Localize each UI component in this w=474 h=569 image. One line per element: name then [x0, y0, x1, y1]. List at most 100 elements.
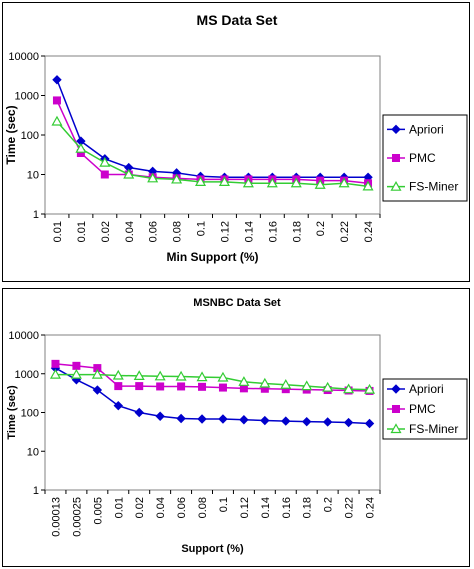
msnbc-series-fs-miner: [49, 368, 376, 394]
msnbc-data-point: [218, 383, 227, 392]
ms-data-point: [52, 75, 62, 85]
msnbc-data-point: [364, 383, 376, 394]
ms-plot-area: [44, 55, 381, 215]
ms-data-point: [362, 180, 374, 191]
ms-legend: Apriori PMC FS-Miner: [382, 114, 468, 202]
msnbc-x-tick-label: 0.08: [197, 497, 209, 518]
ms-series-fs-miner: [51, 115, 374, 191]
msnbc-x-axis-label: Support (%): [181, 543, 244, 555]
msnbc-data-point: [134, 407, 144, 418]
msnbc-x-tick-label: 0.16: [281, 497, 293, 518]
msnbc-legend-marker: [391, 384, 401, 394]
msnbc-data-point: [133, 370, 145, 381]
ms-x-tick-label: 0.04: [124, 221, 136, 242]
msnbc-data-point: [217, 371, 229, 382]
ms-data-point: [147, 172, 159, 183]
msnbc-legend-label: PMC: [409, 402, 436, 416]
ms-x-tick-label: 0.01: [52, 221, 64, 242]
msnbc-legend-label: FS-Miner: [409, 422, 458, 436]
msnbc-x-tick-label: 0.04: [155, 497, 167, 518]
msnbc-y-tick-label: 100: [21, 408, 39, 420]
msnbc-series-line: [55, 367, 370, 425]
ms-x-tick-label: 0.01: [76, 221, 88, 242]
ms-x-tick-label: 0.22: [339, 221, 351, 242]
msnbc-data-point: [154, 370, 166, 381]
msnbc-x-tick-label: 0.06: [176, 497, 188, 518]
msnbc-y-axis-label: Time (sec): [6, 385, 18, 440]
ms-data-point: [266, 177, 278, 188]
msnbc-data-point: [72, 361, 81, 370]
msnbc-y-tick-label: 1000: [15, 369, 39, 381]
msnbc-data-point: [175, 370, 187, 381]
msnbc-x-tick-label: 0.005: [92, 497, 104, 525]
msnbc-data-point: [260, 415, 270, 426]
msnbc-data-point: [177, 382, 186, 391]
msnbc-data-point: [343, 417, 354, 428]
ms-series-pmc: [52, 96, 373, 188]
msnbc-legend-label: Apriori: [409, 382, 444, 396]
msnbc-data-point: [239, 415, 249, 425]
msnbc-data-point: [156, 382, 165, 391]
ms-x-tick-label: 0.2: [315, 221, 327, 236]
msnbc-data-point: [155, 411, 165, 421]
msnbc-data-point: [364, 418, 375, 429]
ms-legend-label: FS-Miner: [409, 180, 458, 194]
ms-x-tick-label: 0.08: [172, 221, 184, 242]
ms-y-tick-label: 10000: [8, 51, 39, 63]
ms-y-tick-label: 100: [21, 130, 39, 142]
msnbc-y-tick-label: 10: [27, 446, 39, 458]
ms-x-tick-label: 0.14: [243, 221, 255, 242]
msnbc-data-point: [239, 384, 248, 393]
msnbc-series-line: [55, 373, 370, 391]
msnbc-chart-title: MSNBC Data Set: [193, 297, 281, 309]
msnbc-data-point: [259, 377, 271, 388]
msnbc-plot-area: [44, 334, 381, 491]
msnbc-data-point: [176, 413, 186, 424]
msnbc-legend-marker: [392, 405, 400, 413]
ms-data-point: [195, 176, 207, 186]
ms-data-point: [242, 177, 254, 188]
msnbc-x-tick-label: 0.18: [302, 497, 314, 518]
msnbc-chart-panel: MSNBC Data Set 1 10 100 1000 10000 0.00013 0.00…: [2, 288, 470, 567]
msnbc-data-point: [112, 369, 124, 380]
ms-data-point: [314, 179, 326, 189]
ms-legend-label: PMC: [409, 151, 436, 165]
msnbc-x-tick-label: 0.00025: [71, 497, 83, 537]
ms-x-axis-label: Min Support (%): [167, 250, 259, 264]
ms-x-tick-label: 0.06: [148, 221, 160, 242]
msnbc-data-point: [113, 400, 123, 411]
msnbc-legend: Apriori PMC FS-Miner: [382, 378, 468, 440]
msnbc-x-tick-label: 0.14: [260, 497, 272, 518]
msnbc-data-point: [92, 385, 103, 395]
msnbc-data-point: [135, 382, 144, 391]
msnbc-y-tick-label: 1: [33, 485, 39, 497]
msnbc-data-point: [49, 368, 61, 379]
msnbc-x-tick-label: 0.12: [239, 497, 251, 518]
ms-legend-label: Apriori: [409, 122, 444, 136]
ms-data-point: [290, 177, 302, 188]
ms-y-axis-label: Time (sec): [4, 105, 18, 164]
msnbc-x-tick-label: 0.22: [344, 497, 356, 518]
msnbc-data-point: [91, 368, 103, 379]
ms-chart-title: MS Data Set: [197, 12, 278, 28]
msnbc-data-point: [322, 381, 334, 392]
ms-chart-panel: MS Data Set 1 10 100 1000 10000 0.01 0.01 0.02 0.…: [2, 2, 470, 282]
msnbc-x-tick-label: 0.01: [113, 497, 125, 518]
ms-data-point: [99, 156, 111, 167]
msnbc-data-point: [114, 382, 123, 391]
msnbc-data-point: [322, 417, 333, 427]
ms-data-point: [51, 115, 63, 126]
msnbc-x-tick-label: 0.1: [218, 497, 230, 512]
ms-y-tick-label: 1: [33, 209, 39, 221]
msnbc-legend-marker: [390, 423, 402, 434]
msnbc-data-point: [280, 379, 292, 389]
ms-x-tick-label: 0.1: [196, 221, 208, 236]
ms-data-point: [218, 176, 230, 186]
ms-data-point: [75, 142, 87, 153]
ms-data-point: [52, 96, 61, 105]
msnbc-series-line: [55, 363, 370, 392]
ms-y-tick-label: 10: [27, 170, 39, 182]
ms-data-point: [123, 168, 135, 179]
ms-x-tick-label: 0.16: [267, 221, 279, 242]
msnbc-data-point: [70, 368, 82, 379]
